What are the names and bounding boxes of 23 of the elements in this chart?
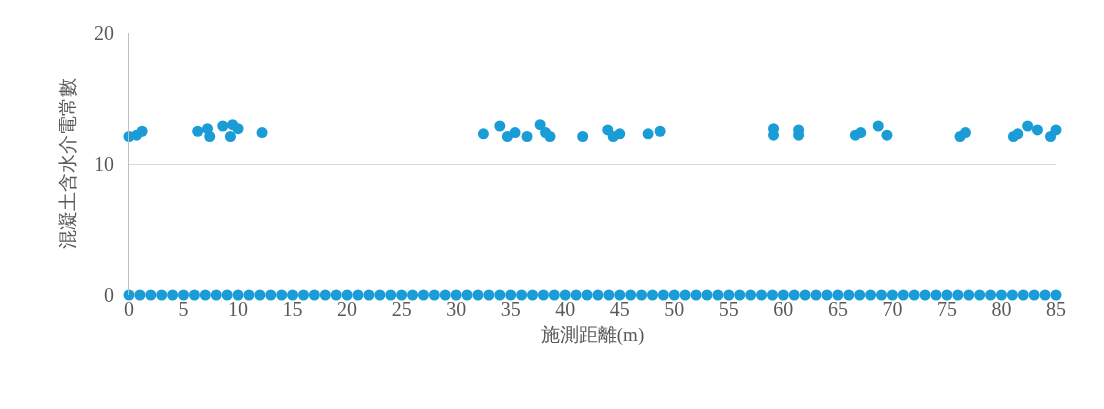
x-tick-label: 0 — [124, 298, 134, 320]
y-tick-label: 10 — [94, 153, 114, 175]
x-tick-label: 80 — [991, 298, 1012, 320]
x-tick-label: 65 — [827, 298, 848, 320]
x-axis-title: 施測距離(m) — [540, 323, 645, 346]
x-tick-label: 45 — [609, 298, 630, 320]
x-tick-label: 25 — [391, 298, 412, 320]
y-axis-title: 混凝土含水介電常數 — [56, 78, 78, 250]
x-tick-label: 75 — [936, 298, 957, 320]
x-tick-label: 60 — [773, 298, 794, 320]
x-tick-label: 85 — [1046, 298, 1066, 320]
y-tick-label: 20 — [94, 22, 114, 44]
x-tick-label: 5 — [178, 298, 189, 320]
x-tick-label: 35 — [500, 298, 521, 320]
x-tick-label: 50 — [664, 298, 685, 320]
y-tick-label: 0 — [104, 284, 114, 306]
x-tick-label: 10 — [228, 298, 249, 320]
x-tick-label: 30 — [446, 298, 467, 320]
x-tick-label: 15 — [282, 298, 303, 320]
x-tick-label: 20 — [337, 298, 358, 320]
x-tick-label: 40 — [555, 298, 576, 320]
x-tick-label: 55 — [718, 298, 739, 320]
x-tick-label: 70 — [882, 298, 903, 320]
